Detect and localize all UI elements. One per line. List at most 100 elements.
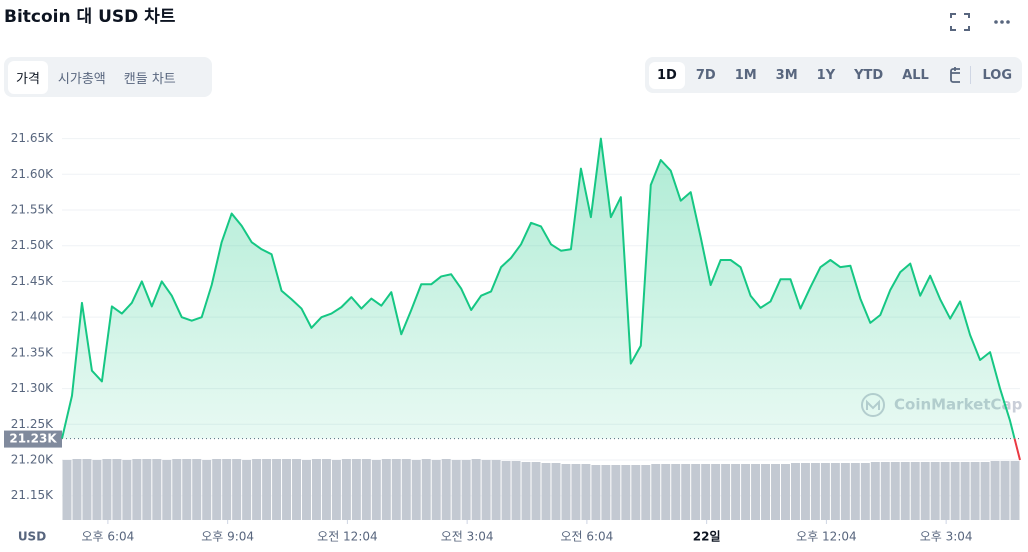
volume-bar xyxy=(631,465,641,520)
volume-bar xyxy=(451,460,461,520)
x-tick-label: 오후 3:04 xyxy=(920,530,973,544)
volume-bar xyxy=(591,465,601,520)
y-tick-label: 21.50K xyxy=(11,238,54,252)
title: Bitcoin 대 USD 차트 xyxy=(4,7,176,27)
volume-bar xyxy=(311,459,321,520)
volume-bar xyxy=(391,459,401,520)
volume-bar xyxy=(611,465,621,520)
volume-bar xyxy=(112,459,122,520)
volume-bar xyxy=(691,464,701,520)
volume-bar xyxy=(830,463,840,520)
volume-bar xyxy=(621,465,631,520)
volume-bar xyxy=(541,463,551,520)
y-tick-label: 21.55K xyxy=(11,203,54,217)
volume-bar xyxy=(940,462,950,520)
more-icon[interactable] xyxy=(994,20,1010,24)
volume-bar xyxy=(371,460,381,520)
x-tick-label: 오후 6:04 xyxy=(81,530,134,544)
volume-bar xyxy=(172,459,182,520)
x-tick-label: 오전 3:04 xyxy=(441,530,494,544)
range-button[interactable]: ALL xyxy=(902,67,929,83)
volume-bar xyxy=(970,462,980,520)
volume-bar xyxy=(351,459,361,520)
volume-bar xyxy=(980,462,990,520)
calendar-icon[interactable] xyxy=(948,65,960,85)
volume-bar xyxy=(142,459,152,520)
tab[interactable]: 시가총액 xyxy=(57,71,106,87)
tab[interactable]: 캔들 차트 xyxy=(123,71,176,87)
volume-bar xyxy=(1010,461,1020,520)
volume-bar xyxy=(331,460,341,520)
volume-bar xyxy=(511,461,521,520)
y-tick-label: 21.60K xyxy=(11,167,54,181)
area xyxy=(62,138,1015,439)
volume-bar xyxy=(880,462,890,520)
tab[interactable]: 가격 xyxy=(8,60,48,94)
y-tick-label: 21.15K xyxy=(11,488,54,502)
volume-bar xyxy=(92,460,102,520)
line xyxy=(61,137,1016,439)
volume-bar xyxy=(731,464,741,520)
separator xyxy=(969,66,971,84)
volume-bar xyxy=(361,459,371,520)
volume-bar xyxy=(162,460,172,520)
volume-bar xyxy=(122,460,132,520)
volume-bar xyxy=(302,460,311,520)
volume-bar xyxy=(501,461,511,520)
volume-bar xyxy=(900,462,910,520)
range-button[interactable]: 1M xyxy=(734,67,757,83)
volume-bar xyxy=(561,464,571,520)
volume-bar xyxy=(800,463,810,520)
x-tick-label: 오후 12:04 xyxy=(796,530,856,544)
range-button[interactable]: 1D xyxy=(649,61,685,89)
volume-bar xyxy=(701,464,711,520)
range-group: 1D 7D 1M 3M 1Y YTD ALL LOG xyxy=(645,57,1022,93)
y-unit: USD xyxy=(18,530,46,544)
volume-bar xyxy=(920,462,930,520)
range-button[interactable]: 3M xyxy=(775,67,798,83)
range-button[interactable]: 7D xyxy=(695,67,716,83)
volume-bar xyxy=(182,459,192,520)
x-tick-label: 오전 12:04 xyxy=(317,530,377,544)
volume-bar xyxy=(321,459,331,520)
volume-bar xyxy=(152,459,162,520)
volume-bar xyxy=(681,464,691,520)
volume-bar xyxy=(810,463,820,520)
volume-bar xyxy=(581,464,591,520)
volume-bar xyxy=(850,463,860,520)
volume-bar xyxy=(341,459,351,520)
range-button[interactable]: 1Y xyxy=(816,67,836,83)
x-tick-label: 22일 xyxy=(693,530,721,544)
range-button[interactable]: YTD xyxy=(854,67,884,83)
volume-bar xyxy=(102,459,112,520)
volume-bar xyxy=(212,459,222,520)
volume-bar xyxy=(292,459,301,520)
volume-bar xyxy=(471,459,481,520)
x-tick-label: 오전 6:04 xyxy=(560,530,613,544)
volume-bar xyxy=(441,459,451,520)
log-button[interactable]: LOG xyxy=(982,67,1012,83)
volume-bar xyxy=(491,460,501,520)
y-tick-label: 21.30K xyxy=(11,381,54,395)
volume-bar xyxy=(481,460,491,520)
volume-bar xyxy=(242,460,252,520)
volume-bar xyxy=(421,459,431,520)
volume-bar xyxy=(202,460,212,520)
volume-bar xyxy=(192,459,202,520)
reference-label-bg xyxy=(4,430,62,448)
volume-bar xyxy=(381,459,391,520)
y-tick-label: 21.40K xyxy=(11,310,54,324)
volume-bar xyxy=(820,463,830,520)
volume-bar xyxy=(401,459,411,520)
volume-bar xyxy=(272,459,282,520)
volume-bar xyxy=(741,464,751,520)
fullscreen-icon[interactable] xyxy=(950,13,970,31)
volume-bar xyxy=(790,463,800,520)
volume-bar xyxy=(431,460,441,520)
volume-bar xyxy=(950,462,960,520)
volume-bar xyxy=(661,464,671,520)
volume-bar xyxy=(461,460,471,520)
